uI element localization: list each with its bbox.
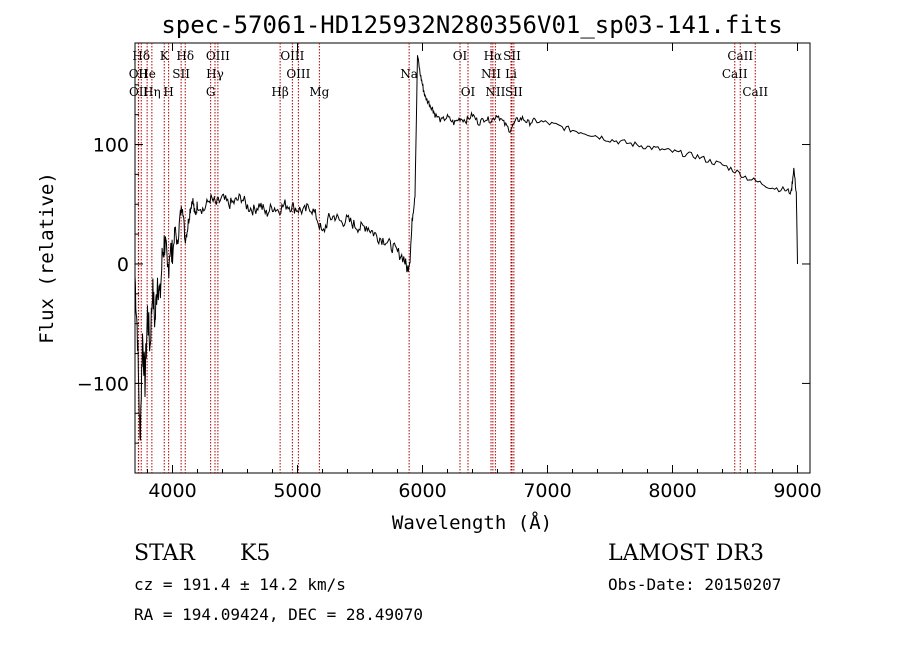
object-class: STAR — [134, 541, 196, 566]
y-axis-ticks: −100 0 100 — [77, 84, 810, 444]
line-label: SII — [505, 85, 523, 99]
line-label: Hγ — [206, 67, 224, 81]
line-label: OI — [461, 85, 476, 99]
x-tick-label: 8000 — [648, 480, 696, 502]
survey-name: LAMOST DR3 — [608, 541, 764, 566]
object-subclass: K5 — [240, 541, 270, 566]
line-label: G — [206, 85, 216, 99]
observation-date: Obs-Date: 20150207 — [608, 575, 781, 594]
x-tick-label: 4000 — [148, 480, 196, 502]
line-label: OI — [453, 49, 468, 63]
chart-title: spec-57061-HD125932N280356V01_sp03-141.f… — [161, 11, 782, 39]
x-axis-label: Wavelength (Å) — [392, 511, 552, 534]
line-label: Hη — [143, 85, 161, 99]
line-label: NII — [485, 85, 505, 99]
line-label: OIII — [206, 49, 230, 63]
line-label: Mg — [309, 85, 329, 99]
line-label: K — [160, 49, 170, 63]
line-label: Na — [400, 67, 418, 81]
x-tick-label: 6000 — [398, 480, 446, 502]
line-label: OII — [129, 85, 149, 99]
line-label: SII — [172, 67, 190, 81]
line-label: Hα — [484, 49, 503, 63]
line-label: Hβ — [271, 85, 288, 99]
line-label: NII — [481, 67, 501, 81]
line-label: OIII — [286, 67, 310, 81]
x-axis-ticks: 4000 5000 6000 7000 8000 9000 — [147, 43, 822, 502]
line-label: CaII — [727, 49, 753, 63]
line-label: He — [138, 67, 156, 81]
line-label: Hδ — [132, 49, 150, 63]
line-label: H — [163, 85, 173, 99]
y-axis-label: Flux (relative) — [36, 172, 58, 344]
x-tick-label: 5000 — [273, 480, 321, 502]
line-label: CaII — [722, 67, 748, 81]
line-label: OII — [129, 67, 149, 81]
y-tick-label: −100 — [77, 373, 129, 395]
x-tick-label: 9000 — [773, 480, 821, 502]
line-label: OIII — [280, 49, 304, 63]
line-label: Li — [505, 67, 517, 81]
y-tick-label: 100 — [93, 135, 129, 157]
line-label: SII — [503, 49, 521, 63]
line-label: Hδ — [176, 49, 194, 63]
spectrum-line — [134, 55, 798, 441]
plot-frame — [134, 42, 811, 474]
redshift-cz: cz = 191.4 ± 14.2 km/s — [134, 575, 346, 594]
x-tick-label: 7000 — [523, 480, 571, 502]
coordinates: RA = 194.09424, DEC = 28.49070 — [134, 605, 423, 624]
spectral-line-markers — [137, 43, 756, 473]
line-label: CaII — [742, 85, 768, 99]
y-tick-label: 0 — [117, 254, 129, 276]
